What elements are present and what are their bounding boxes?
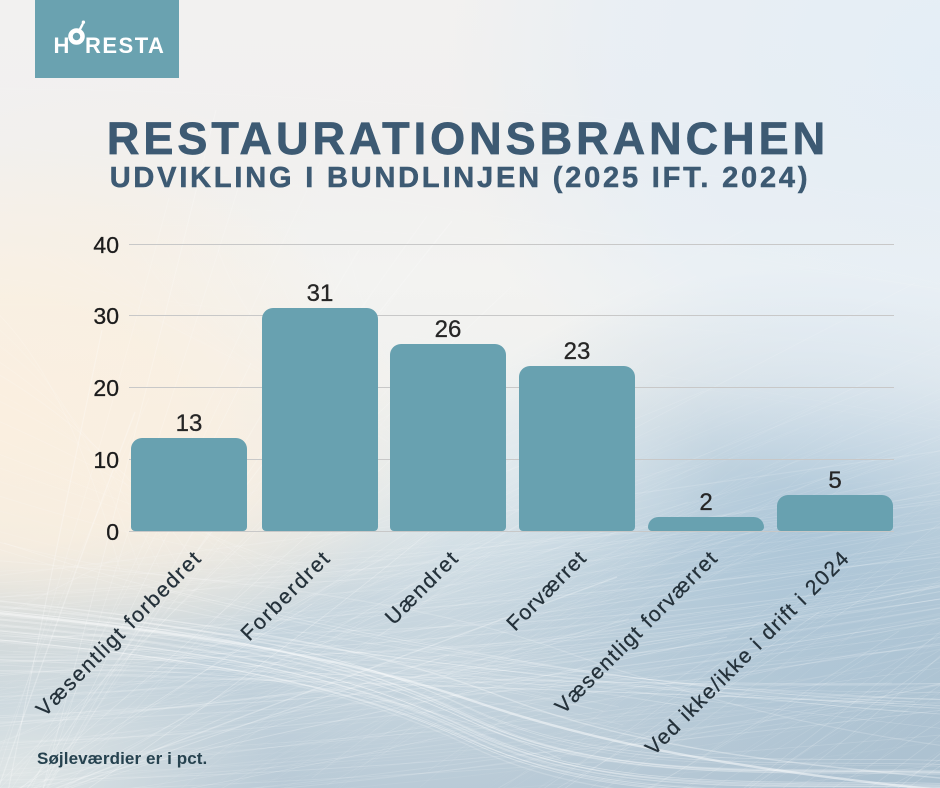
svg-text:H: H — [54, 33, 71, 58]
svg-text:RESTA: RESTA — [85, 33, 165, 58]
